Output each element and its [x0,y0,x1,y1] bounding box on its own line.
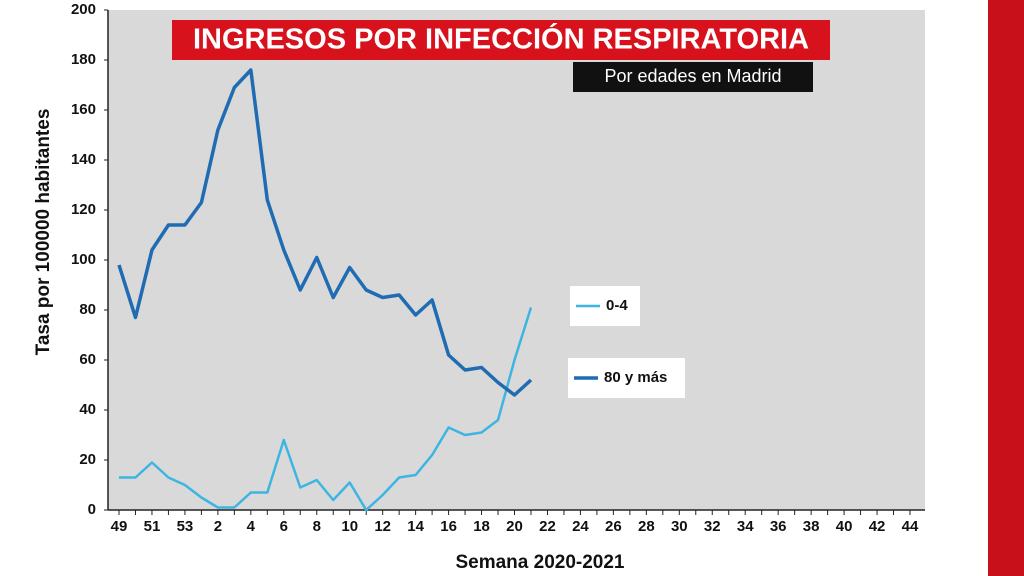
y-tick-label: 80 [79,301,96,318]
x-tick-label: 4 [247,518,256,535]
y-tick-label: 40 [79,401,96,418]
legend-label: 0-4 [606,297,628,314]
x-tick-label: 2 [214,518,222,535]
x-tick-label: 30 [671,518,688,535]
x-tick-label: 49 [111,518,128,535]
series-line [117,68,533,397]
x-tick-label: 26 [605,518,622,535]
y-tick-label: 200 [71,1,96,18]
x-tick-label: 12 [374,518,391,535]
x-tick-label: 8 [313,518,321,535]
title-banner [172,20,830,60]
x-tick-label: 6 [280,518,288,535]
x-tick-label: 10 [341,518,358,535]
x-axis-label: Semana 2020-2021 [455,552,624,573]
x-tick-label: 20 [506,518,523,535]
series-line [119,307,533,512]
x-tick-label: 51 [144,518,161,535]
y-axis-label: Tasa por 100000 habitantes [33,109,54,356]
y-tick-label: 180 [71,51,96,68]
side-band [988,0,1024,576]
y-tick-label: 20 [79,451,96,468]
x-tick-label: 53 [177,518,194,535]
y-tick-label: 160 [71,101,96,118]
x-tick-label: 44 [902,518,919,535]
x-tick-label: 22 [539,518,556,535]
y-tick-label: 140 [71,151,96,168]
y-tick-label: 0 [88,501,96,518]
x-tick-label: 34 [737,518,754,535]
x-tick-label: 14 [407,518,424,535]
y-tick-label: 100 [71,251,96,268]
chart-title: INGRESOS POR INFECCIÓN RESPIRATORIA [193,22,809,56]
x-tick-label: 36 [770,518,787,535]
x-tick-label: 38 [803,518,820,535]
chart-subtitle: Por edades en Madrid [604,66,781,86]
x-tick-label: 28 [638,518,655,535]
x-tick-label: 16 [440,518,457,535]
subtitle-banner [573,62,813,92]
x-tick-label: 24 [572,518,589,535]
plot-area [108,10,925,510]
x-tick-label: 18 [473,518,490,535]
x-tick-label: 40 [836,518,853,535]
x-tick-label: 32 [704,518,721,535]
y-tick-label: 60 [79,351,96,368]
legend-label: 80 y más [604,369,667,386]
x-tick-label: 42 [869,518,886,535]
y-tick-label: 120 [71,201,96,218]
